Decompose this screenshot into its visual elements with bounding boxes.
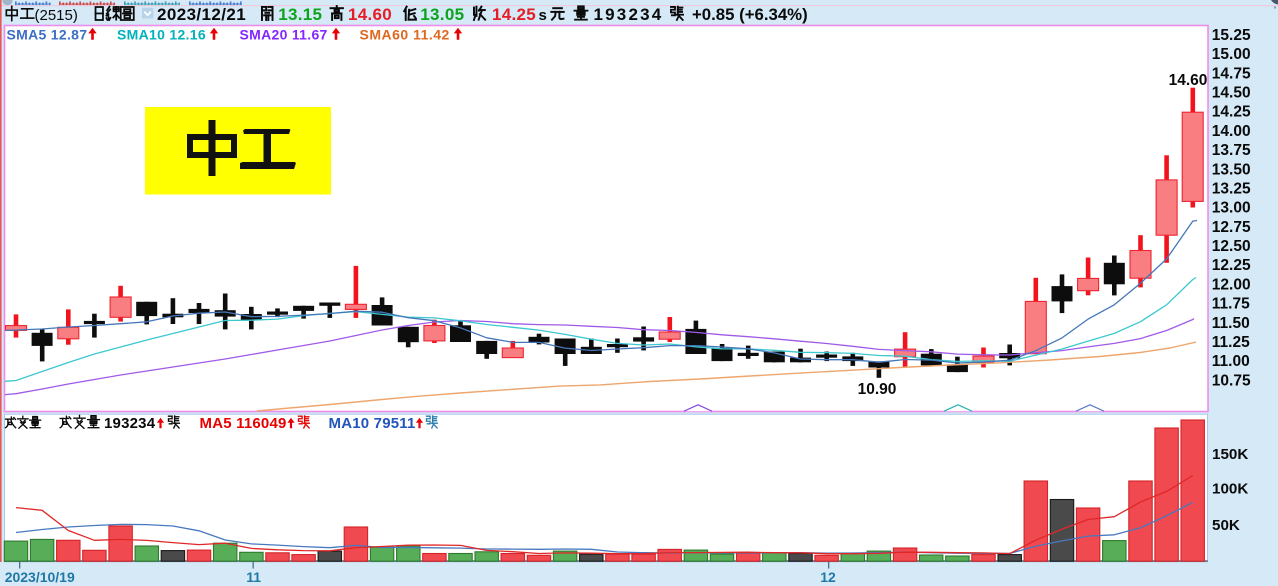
svg-text:12.75: 12.75 [1212, 219, 1251, 236]
svg-text:12: 12 [820, 569, 836, 585]
svg-text:14.75: 14.75 [1212, 65, 1251, 82]
svg-text:2023/10/19: 2023/10/19 [5, 569, 75, 585]
svg-text:13.15: 13.15 [278, 5, 322, 24]
svg-text:13.05: 13.05 [420, 5, 464, 24]
svg-text:100K: 100K [1212, 480, 1248, 497]
svg-text:14.25: 14.25 [492, 5, 536, 24]
svg-text:2023/12/21: 2023/12/21 [157, 5, 246, 24]
svg-text:193234: 193234 [594, 5, 664, 24]
svg-text:150K: 150K [1212, 446, 1248, 463]
svg-text:13.25: 13.25 [1212, 181, 1251, 198]
svg-text:50K: 50K [1212, 517, 1240, 534]
svg-text:14.60: 14.60 [348, 5, 392, 24]
svg-text:14.50: 14.50 [1212, 85, 1251, 102]
svg-text:SMA20 11.67: SMA20 11.67 [240, 27, 328, 43]
svg-text:13.75: 13.75 [1212, 142, 1251, 159]
svg-text:MA10 79511: MA10 79511 [329, 415, 416, 432]
svg-text:(2515): (2515) [35, 7, 78, 24]
svg-text:14.60: 14.60 [1169, 72, 1208, 89]
svg-text:11.75: 11.75 [1212, 296, 1250, 313]
svg-text:s: s [539, 7, 547, 24]
svg-text:14.25: 14.25 [1212, 104, 1251, 121]
svg-text:13.00: 13.00 [1212, 200, 1251, 217]
svg-text:15.25: 15.25 [1212, 27, 1251, 44]
svg-text:13.50: 13.50 [1212, 161, 1251, 178]
svg-text:15.00: 15.00 [1212, 46, 1251, 63]
svg-text:11: 11 [246, 569, 261, 585]
svg-text:+0.85 (+6.34%): +0.85 (+6.34%) [692, 5, 808, 24]
svg-text:11.00: 11.00 [1212, 353, 1250, 370]
svg-text:11.50: 11.50 [1212, 315, 1250, 332]
svg-text:SMA10 12.16: SMA10 12.16 [117, 27, 206, 43]
svg-text:11.25: 11.25 [1212, 334, 1250, 351]
svg-text:MA5 116049: MA5 116049 [200, 415, 287, 432]
svg-text:12.00: 12.00 [1212, 276, 1251, 293]
svg-text:SMA5 12.87: SMA5 12.87 [7, 27, 88, 43]
svg-text:12.25: 12.25 [1212, 257, 1251, 274]
svg-text:14.00: 14.00 [1212, 123, 1251, 140]
svg-text:10.75: 10.75 [1212, 372, 1251, 389]
svg-text:193234: 193234 [104, 415, 156, 432]
svg-text:SMA60 11.42: SMA60 11.42 [360, 27, 450, 43]
svg-text:12.50: 12.50 [1212, 238, 1251, 255]
svg-text:10.90: 10.90 [858, 381, 897, 398]
